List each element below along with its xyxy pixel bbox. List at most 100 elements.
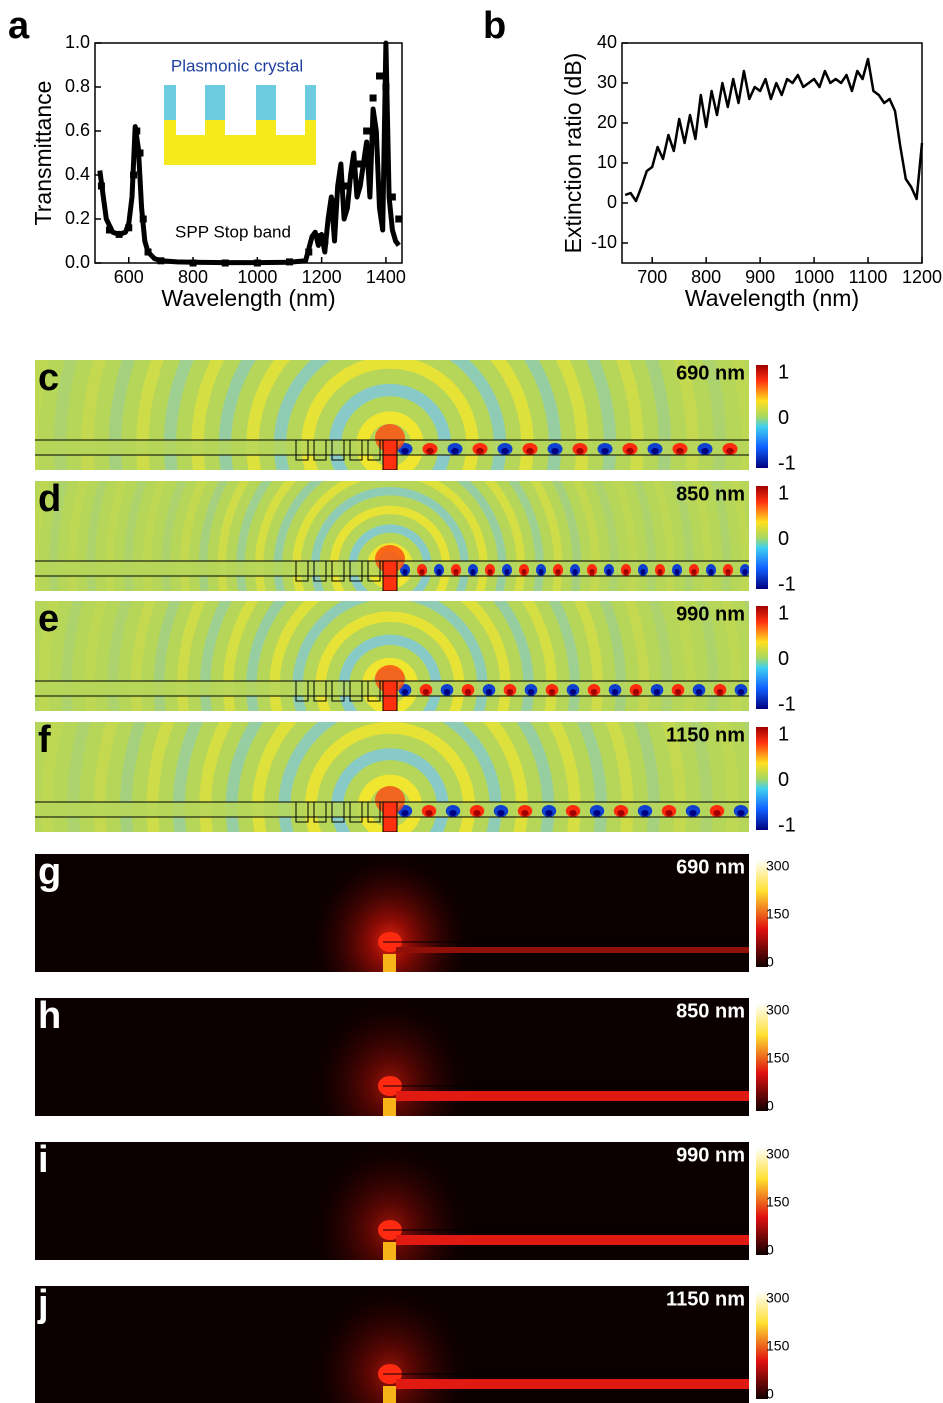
spp-mode-core <box>623 569 628 575</box>
colorbar-tick-label: 1 <box>778 361 789 383</box>
spp-mode-core <box>470 569 475 575</box>
colorbar-tick-label: -1 <box>778 814 796 836</box>
y-tick-label: 20 <box>597 112 617 132</box>
colorbar <box>756 606 768 709</box>
colorbar <box>756 486 768 589</box>
spp-mode-core <box>576 448 584 454</box>
panel-label: h <box>38 995 61 1037</box>
colorbar-tick-label: -1 <box>778 573 796 595</box>
colorbar-tick-label: -1 <box>778 452 796 474</box>
colorbar <box>756 727 768 830</box>
colorbar-tick-label: 1 <box>778 723 789 745</box>
colorbar-tick-label: 0 <box>766 1098 774 1114</box>
marker <box>125 224 132 231</box>
spp-mode-core <box>725 569 730 575</box>
y-tick-label: 30 <box>597 72 617 92</box>
spp-mode-core <box>507 689 513 695</box>
annotation: Plasmonic crystal <box>171 56 303 75</box>
spp-mode-core <box>651 448 659 454</box>
x-tick-label: 1400 <box>366 267 406 287</box>
spp-mode-core <box>701 448 709 454</box>
spp-mode-core <box>612 689 618 695</box>
y-tick-label: 0.0 <box>65 252 90 272</box>
marker <box>350 172 357 179</box>
colorbar-tick-label: 300 <box>766 858 790 874</box>
x-tick-label: 1000 <box>237 267 277 287</box>
slit <box>383 1242 396 1260</box>
spp-mode-core <box>521 810 528 816</box>
colorbar-tick-label: 0 <box>766 1386 774 1402</box>
x-tick-label: 700 <box>637 267 667 287</box>
figure: a0.00.20.40.60.81.0600800100012001400Wav… <box>0 0 943 1403</box>
y-axis-label: Transmittance <box>30 81 56 226</box>
y-tick-label: -10 <box>591 232 617 252</box>
slit <box>383 954 396 972</box>
colorbar-tick-label: -1 <box>778 693 796 715</box>
spp-mode-core <box>449 810 456 816</box>
spp-mode-core <box>654 689 660 695</box>
panel-label: d <box>38 478 61 520</box>
x-tick-label: 1100 <box>849 267 888 287</box>
spp-line <box>396 1379 749 1389</box>
panel-label: a <box>8 5 30 47</box>
spp-mode-core <box>640 569 645 575</box>
spp-mode-core <box>674 569 679 575</box>
spp-mode-core <box>626 448 634 454</box>
marker <box>357 161 364 168</box>
y-axis-label: Extinction ratio (dB) <box>560 53 586 254</box>
x-axis-label: Wavelength (nm) <box>161 285 335 311</box>
spp-mode-core <box>675 689 681 695</box>
spp-mode-core <box>665 810 672 816</box>
colorbar-tick-label: 1 <box>778 482 789 504</box>
inset <box>164 85 316 165</box>
colorbar-tick-label: 150 <box>766 1050 790 1066</box>
x-tick-label: 600 <box>114 267 144 287</box>
spp-mode-core <box>591 689 597 695</box>
marker <box>315 233 322 240</box>
spp-mode-core <box>453 569 458 575</box>
marker <box>389 194 396 201</box>
y-tick-label: 0.6 <box>65 120 90 140</box>
y-tick-label: 0 <box>607 192 617 212</box>
panel-label: c <box>38 357 59 399</box>
spp-mode-core <box>569 810 576 816</box>
panel-label: b <box>483 5 506 47</box>
spp-mode-core <box>402 569 407 575</box>
spp-line <box>396 1091 749 1101</box>
marker <box>116 231 123 238</box>
x-tick-label: 1200 <box>302 267 342 287</box>
colorbar <box>756 365 768 468</box>
spp-mode-core <box>419 569 424 575</box>
wavelength-label: 990 nm <box>676 603 745 625</box>
marker <box>106 227 113 234</box>
panel-label: f <box>38 719 51 761</box>
colorbar-tick-label: 150 <box>766 906 790 922</box>
panel-label: j <box>37 1283 49 1325</box>
spp-mode-core <box>633 689 639 695</box>
spp-mode-core <box>436 569 441 575</box>
spp-mode-core <box>526 448 534 454</box>
colorbar-tick-label: 0 <box>778 769 789 791</box>
wavelength-label: 1150 nm <box>666 724 745 746</box>
marker <box>130 172 137 179</box>
spp-mode-core <box>717 689 723 695</box>
marker <box>331 198 338 205</box>
marker <box>133 128 140 135</box>
field-content <box>35 1284 749 1403</box>
annotation: SPP Stop band <box>175 222 291 241</box>
spp-mode-core <box>497 810 504 816</box>
spp-mode-core <box>476 448 484 454</box>
spp-mode-core <box>444 689 450 695</box>
colorbar-tick-label: 0 <box>778 648 789 670</box>
spp-mode-core <box>738 689 744 695</box>
spp-mode-core <box>551 448 559 454</box>
colorbar-tick-label: 0 <box>766 954 774 970</box>
colorbar-tick-label: 300 <box>766 1146 790 1162</box>
marker <box>321 238 328 245</box>
plot-frame <box>622 43 922 263</box>
marker <box>370 95 377 102</box>
spp-line <box>396 947 749 953</box>
spp-mode-core <box>425 810 432 816</box>
spp-mode-core <box>676 448 684 454</box>
marker <box>382 84 389 91</box>
